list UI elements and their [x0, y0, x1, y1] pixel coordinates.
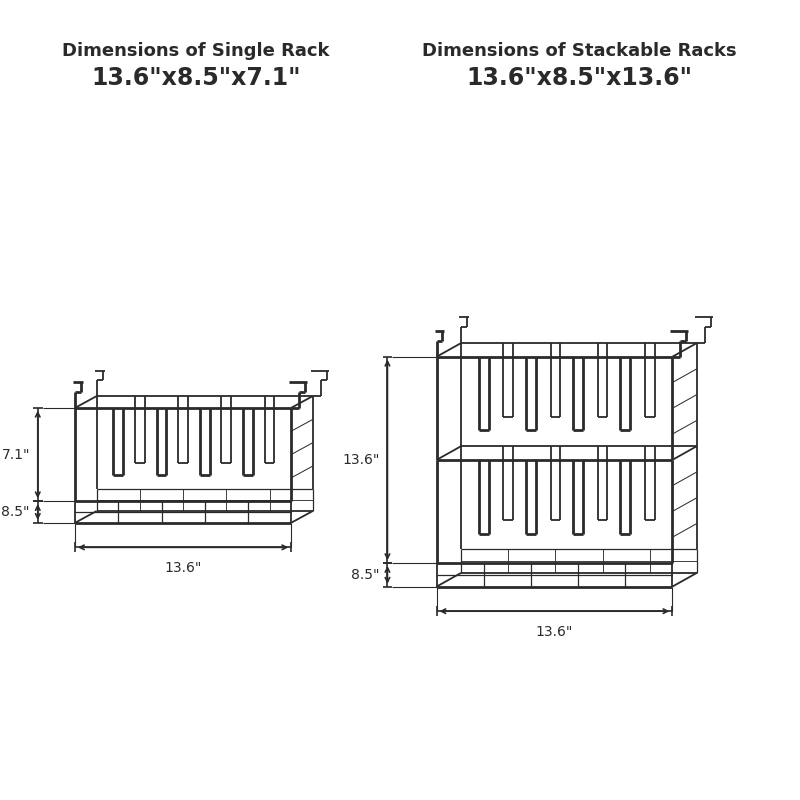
- Text: 13.6": 13.6": [165, 561, 202, 575]
- Text: Dimensions of Stackable Racks: Dimensions of Stackable Racks: [422, 42, 736, 60]
- Text: 13.6": 13.6": [536, 625, 573, 639]
- Text: 8.5": 8.5": [2, 505, 30, 519]
- Text: 13.6"x8.5"x7.1": 13.6"x8.5"x7.1": [91, 66, 301, 90]
- Text: 8.5": 8.5": [351, 568, 379, 582]
- Text: 13.6": 13.6": [342, 453, 379, 467]
- Text: 13.6"x8.5"x13.6": 13.6"x8.5"x13.6": [466, 66, 692, 90]
- Text: 7.1": 7.1": [2, 447, 30, 462]
- Text: Dimensions of Single Rack: Dimensions of Single Rack: [62, 42, 330, 60]
